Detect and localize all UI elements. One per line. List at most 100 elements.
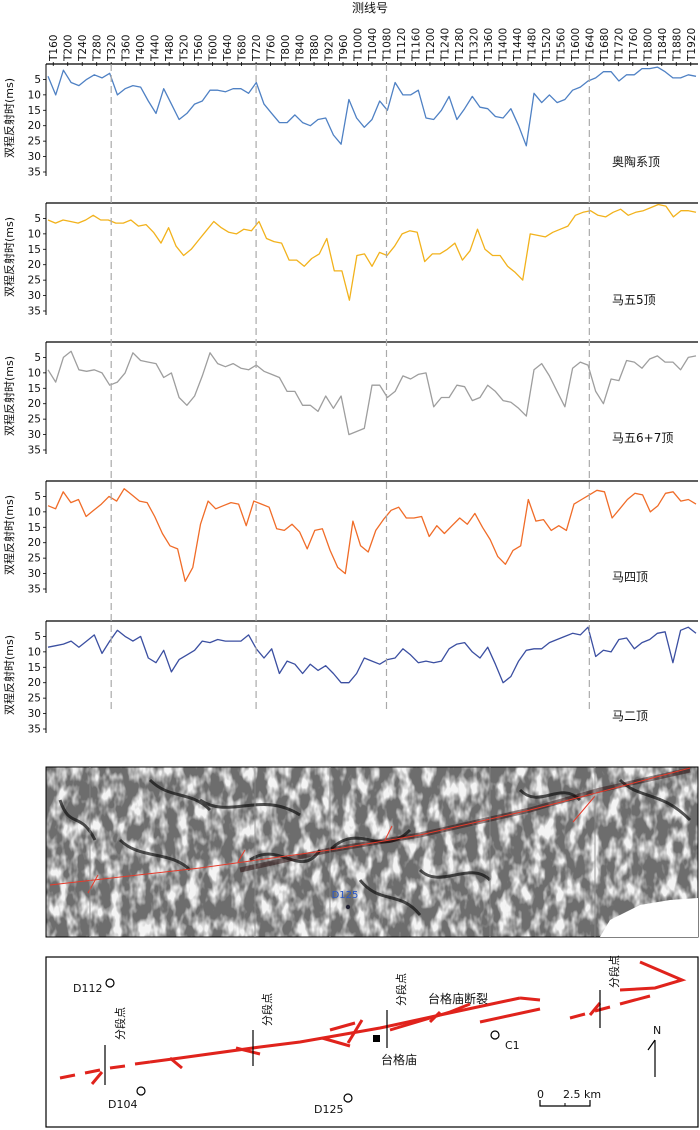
x-tick-label: T1080 [381, 28, 393, 62]
scale-end-label: 2.5 km [563, 1088, 601, 1101]
segment-label-2: 分段点 [260, 993, 274, 1026]
x-tick-label: T1160 [410, 28, 422, 62]
x-tick-label: T1200 [425, 28, 437, 62]
x-tick-label: T1800 [642, 28, 654, 62]
x-axis-labels: T160 T200 T240 T280 T320 T360 T400 T440 T480 T520… [48, 28, 698, 66]
fault-name-label: 台格庙断裂 [428, 991, 488, 1006]
y-tick-label: 30 [28, 429, 41, 441]
y-axis-title: 双程反射时(ms) [2, 635, 16, 715]
x-tick-label: T320 [106, 35, 118, 62]
y-tick-label: 35 [28, 445, 41, 457]
x-tick-label: T1720 [613, 28, 625, 62]
x-tick-label: T1360 [483, 28, 495, 62]
fault-traces [59, 960, 687, 1085]
y-tick-label: 20 [28, 677, 41, 689]
x-tick-label: T1240 [439, 28, 451, 62]
y-tick-label: 10 [28, 646, 41, 658]
y-tick-label: 30 [28, 290, 41, 302]
x-tick-label: T960 [338, 35, 350, 62]
segment-markers [104, 990, 601, 1085]
well-d104-marker [136, 1086, 146, 1096]
y-tick-label: 15 [28, 383, 41, 395]
x-tick-label: T480 [164, 35, 176, 62]
north-arrow-icon: N [647, 1024, 661, 1077]
y-tick-label: 35 [28, 306, 41, 318]
y-tick-label: 25 [28, 275, 41, 287]
y-tick-label: 25 [28, 553, 41, 565]
panel-3: 5 10 15 20 25 30 35 双程反射时(ms) 马五6+7顶 [2, 341, 698, 457]
x-tick-label: T1840 [657, 28, 669, 62]
y-axis-title: 双程反射时(ms) [2, 356, 16, 436]
x-tick-label: T360 [121, 35, 133, 62]
x-tick-label: T160 [48, 35, 60, 62]
panel-4: 5 10 15 20 25 30 35 双程反射时(ms) 马四顶 [2, 480, 698, 596]
x-tick-label: T1880 [671, 28, 683, 62]
y-tick-label: 5 [34, 352, 41, 364]
x-tick-label: T1040 [367, 28, 379, 62]
x-tick-label: T560 [193, 35, 205, 62]
well-label-d112: D112 [73, 982, 102, 995]
panel-2: 5 10 15 20 25 30 35 双程反射时(ms) 马五5顶 [2, 202, 698, 318]
x-tick-label: T1640 [584, 28, 596, 62]
well-d125-marker [343, 1093, 353, 1103]
y-tick-label: 15 [28, 522, 41, 534]
y-tick-label: 5 [34, 74, 41, 86]
panel-1: 5 10 15 20 25 30 35 双程反射时(ms) 奥陶系顶 [2, 64, 697, 179]
x-tick-label: T680 [237, 35, 249, 62]
segment-label-4: 分段点 [607, 955, 621, 988]
segment-dashed-lines [110, 64, 590, 712]
x-tick-label: T1280 [454, 28, 466, 62]
x-tick-label: T200 [63, 35, 75, 62]
segment-label-3: 分段点 [394, 973, 408, 1006]
chart-title: 测线号 [352, 1, 388, 15]
y-axis-title: 双程反射时(ms) [2, 78, 16, 158]
y-tick-label: 30 [28, 708, 41, 720]
y-tick-label: 25 [28, 693, 41, 705]
seismic-well-label: D125 [332, 890, 359, 901]
place-name-label: 台格庙 [381, 1052, 417, 1067]
x-tick-label: T280 [92, 35, 104, 62]
fault-map: 分段点 分段点 分段点 分段点 台格庙断裂 台格庙 D112 D104 D125… [45, 955, 699, 1128]
x-tick-label: T640 [222, 35, 234, 62]
x-tick-label: T1560 [555, 28, 567, 62]
x-tick-label: T400 [135, 35, 147, 62]
x-tick-label: T440 [150, 35, 162, 62]
y-tick-label: 10 [28, 228, 41, 240]
place-marker [373, 1035, 380, 1042]
y-tick-label: 5 [34, 213, 41, 225]
y-axis-title: 双程反射时(ms) [2, 495, 16, 575]
y-tick-label: 5 [34, 491, 41, 503]
y-tick-label: 35 [28, 584, 41, 596]
x-tick-label: T800 [280, 35, 292, 62]
well-d125-seismic-marker [345, 904, 351, 910]
well-label-c1: C1 [505, 1039, 520, 1052]
x-tick-label: T880 [309, 35, 321, 62]
series-line [47, 626, 697, 684]
x-tick-label: T1920 [686, 28, 698, 62]
y-tick-label: 15 [28, 662, 41, 674]
y-tick-label: 20 [28, 120, 41, 132]
series-line [47, 350, 697, 436]
y-tick-label: 30 [28, 151, 41, 163]
x-tick-label: T760 [266, 35, 278, 62]
x-tick-label: T1600 [570, 28, 582, 62]
y-tick-label: 30 [28, 568, 41, 580]
x-tick-label: T240 [77, 35, 89, 62]
y-tick-label: 20 [28, 259, 41, 271]
x-tick-label: T1680 [599, 28, 611, 62]
series-label: 奥陶系顶 [612, 154, 660, 169]
x-tick-label: T520 [179, 35, 191, 62]
x-tick-label: T1320 [468, 28, 480, 62]
y-tick-label: 15 [28, 105, 41, 117]
segment-label-1: 分段点 [113, 1007, 127, 1040]
y-tick-label: 35 [28, 724, 41, 736]
x-tick-label: T1520 [541, 28, 553, 62]
north-label: N [653, 1024, 661, 1037]
x-tick-label: T1440 [512, 28, 524, 62]
series-label: 马五6+7顶 [612, 431, 673, 445]
x-tick-label: T1760 [628, 28, 640, 62]
y-tick-label: 10 [28, 89, 41, 101]
well-label-d125: D125 [314, 1103, 343, 1116]
chart-panels: 5 10 15 20 25 30 35 双程反射时(ms) 奥陶系顶 5 10 15 20 25 30 35 双… [2, 64, 698, 736]
